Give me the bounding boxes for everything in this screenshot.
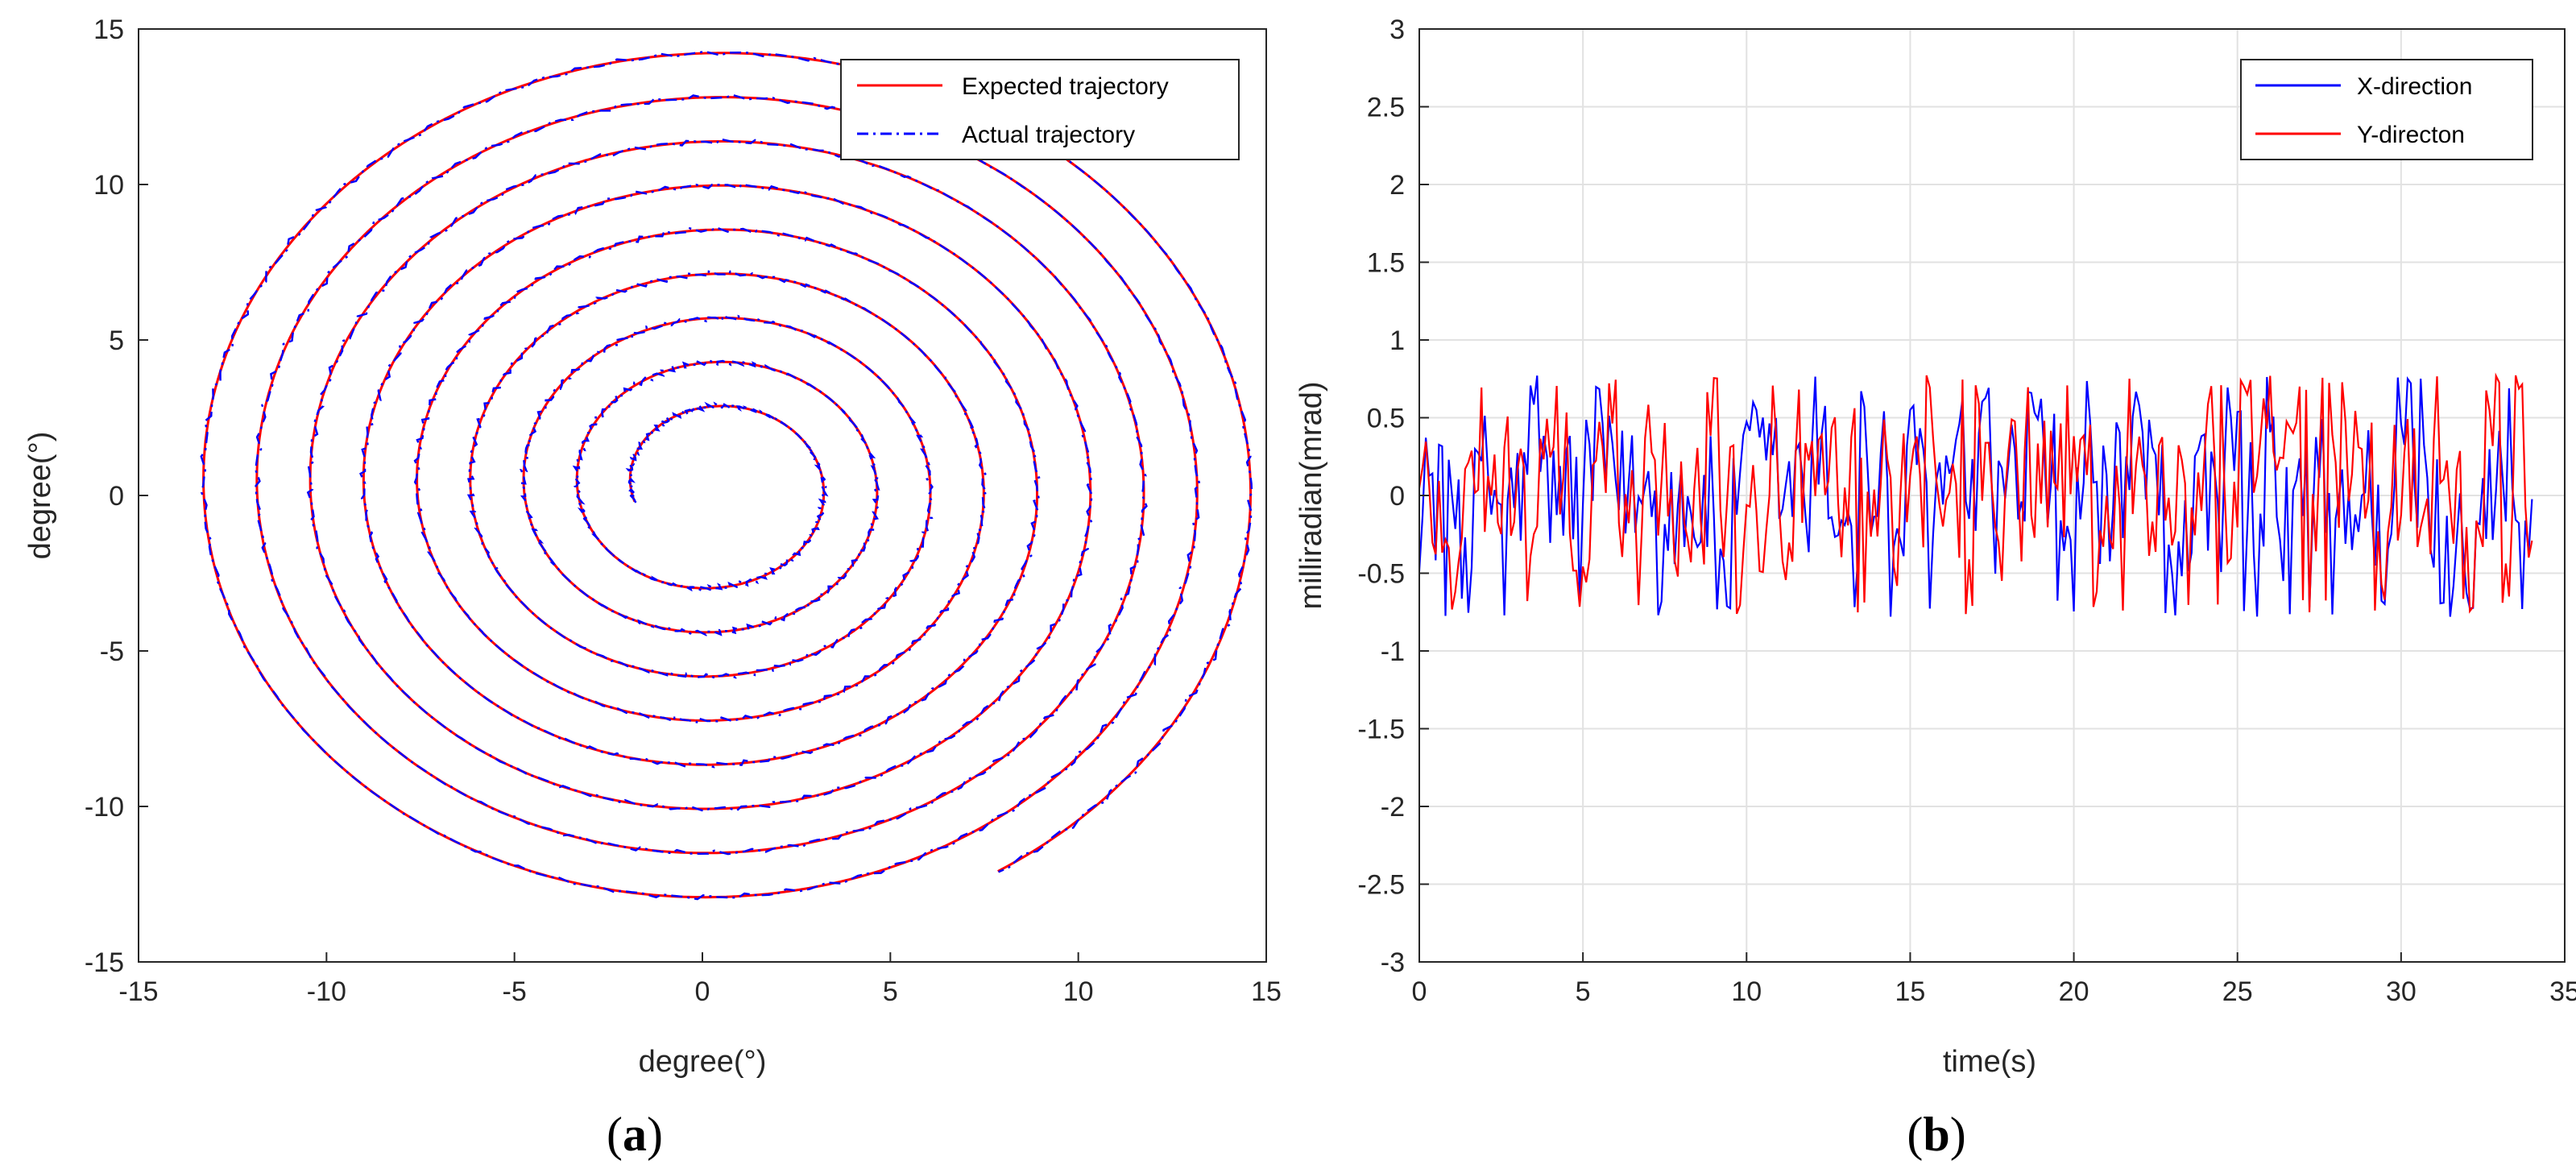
chart-a-panel-label-close: )	[647, 1108, 663, 1161]
chart-a-ytick-label: -5	[100, 636, 124, 667]
series-y-direction	[1419, 372, 2533, 615]
series-x-direction	[1419, 375, 2533, 617]
chart-a-panel-label-open: (	[607, 1108, 623, 1161]
chart-b-xtick-label: 20	[2059, 976, 2089, 1007]
chart-b-ytick-label: 2.5	[1367, 93, 1405, 123]
chart-a-ytick-label: 15	[93, 15, 124, 45]
chart-a-xtick-label: 0	[695, 976, 710, 1007]
chart-b-ytick-label: 0	[1389, 481, 1405, 512]
chart-a-xtick-label: 15	[1251, 976, 1282, 1007]
chart-b-xtick-label: 5	[1576, 976, 1591, 1007]
chart-b: 0 5 10 15 20 25 30 35 -3 -2.5 -2 -1.5 -1 -0.5 0 0.5 1 1.5…	[1294, 15, 2576, 1161]
chart-a-ytick-label: 5	[109, 325, 124, 356]
chart-b-legend: X-direction Y-directon	[2240, 59, 2533, 160]
chart-b-xtick-label: 0	[1412, 976, 1427, 1007]
chart-a-ytick-label: 10	[93, 170, 124, 201]
chart-b-panel-label-open: (	[1907, 1108, 1923, 1161]
legend-x-direction-label: X-direction	[2357, 73, 2472, 100]
chart-a-xtick-label: -5	[503, 976, 527, 1007]
chart-b-xlabel: time(s)	[1943, 1045, 2036, 1079]
chart-a-ytick-label: -15	[85, 947, 124, 978]
chart-b-ytick-label: -2.5	[1357, 870, 1405, 901]
chart-b-ytick-label: 1	[1389, 325, 1405, 356]
chart-a-plot-area	[139, 29, 1266, 962]
chart-a-legend: Expected trajectory Actual trajectory	[840, 59, 1240, 160]
chart-a-xlabel: degree(°)	[639, 1045, 767, 1079]
chart-b-ytick-label: -2	[1381, 792, 1405, 823]
chart-a-panel-label-letter: a	[623, 1108, 647, 1161]
legend-actual-label: Actual trajectory	[962, 122, 1135, 148]
chart-a-ytick-label: 0	[109, 481, 124, 512]
chart-a-xtick-label: -15	[118, 976, 158, 1007]
chart-a-xtick-label: 5	[883, 976, 898, 1007]
chart-b-ytick-label: 3	[1389, 15, 1405, 45]
chart-b-ytick-label: -0.5	[1357, 559, 1405, 590]
chart-b-xtick-label: 10	[1731, 976, 1762, 1007]
legend-y-direction-label: Y-directon	[2357, 122, 2465, 148]
legend-expected-label: Expected trajectory	[962, 73, 1169, 100]
chart-a-xtick-label: -10	[307, 976, 346, 1007]
chart-a-xtick-label: 10	[1063, 976, 1094, 1007]
chart-b-panel-label-close: )	[1950, 1108, 1966, 1161]
chart-a-legend-box	[840, 59, 1240, 160]
chart-a: -15 -10 -5 0 5 10 15 -15 -10 -5 0 5 10 15 degree(°) d…	[23, 15, 1282, 1161]
chart-b-ytick-label: 0.5	[1367, 404, 1405, 434]
chart-b-ytick-label: 2	[1389, 170, 1405, 201]
chart-b-ytick-label: -1	[1381, 636, 1405, 667]
chart-b-panel-label-letter: b	[1923, 1108, 1949, 1161]
chart-b-xtick-label: 30	[2386, 976, 2417, 1007]
chart-b-ytick-label: -3	[1381, 947, 1405, 978]
chart-b-xtick-label: 35	[2549, 976, 2576, 1007]
chart-a-ylabel: degree(°)	[23, 432, 57, 560]
chart-b-ytick-label: -1.5	[1357, 715, 1405, 745]
chart-a-panel-label: (a)	[607, 1108, 663, 1161]
series-actual-trajectory	[200, 50, 1253, 901]
chart-b-xtick-label: 15	[1895, 976, 1926, 1007]
chart-b-ylabel: milliradian(mrad)	[1294, 382, 1328, 610]
chart-b-panel-label: (b)	[1907, 1108, 1965, 1161]
chart-b-legend-box	[2240, 59, 2533, 160]
chart-b-xtick-label: 25	[2222, 976, 2253, 1007]
chart-b-ytick-label: 1.5	[1367, 248, 1405, 279]
chart-a-ytick-label: -10	[85, 792, 124, 823]
